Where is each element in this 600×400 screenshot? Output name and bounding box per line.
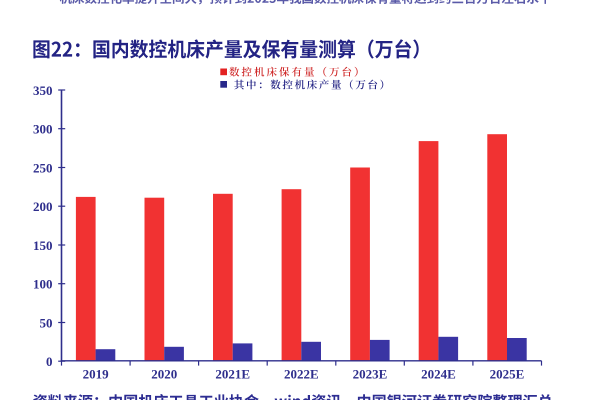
svg-text:2022E: 2022E — [284, 366, 319, 381]
svg-text:350: 350 — [33, 83, 53, 98]
svg-text:150: 150 — [33, 238, 53, 253]
svg-text:50: 50 — [40, 315, 53, 330]
svg-text:100: 100 — [33, 277, 53, 292]
svg-text:2020: 2020 — [151, 366, 177, 381]
svg-text:2019: 2019 — [83, 366, 110, 381]
svg-text:250: 250 — [33, 160, 53, 175]
svg-text:2025E: 2025E — [490, 366, 525, 381]
svg-text:200: 200 — [33, 199, 53, 214]
svg-text:300: 300 — [33, 122, 53, 137]
svg-text:2021E: 2021E — [215, 366, 250, 381]
svg-text:0: 0 — [46, 354, 53, 369]
svg-text:2023E: 2023E — [353, 366, 388, 381]
svg-text:2024E: 2024E — [421, 366, 456, 381]
